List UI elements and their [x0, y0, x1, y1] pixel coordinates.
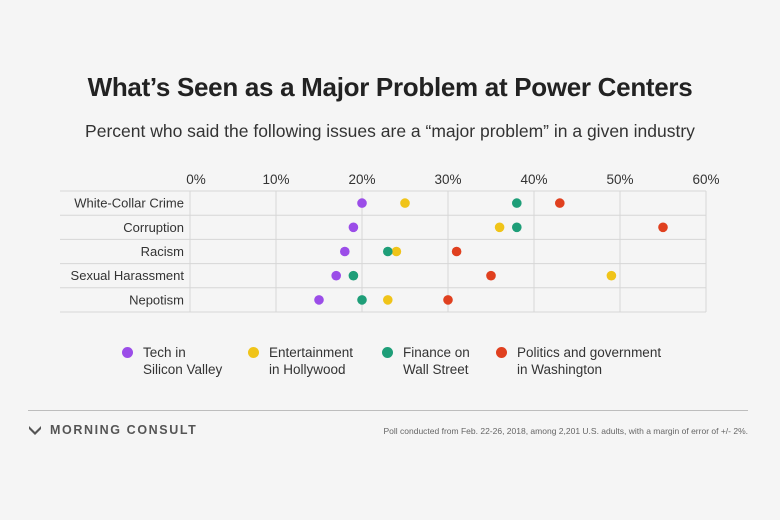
data-point: [314, 295, 324, 305]
data-point: [357, 198, 367, 208]
legend-item: Finance on Wall Street: [382, 344, 470, 378]
brand: MORNING CONSULT: [28, 423, 197, 437]
category-label: Nepotism: [129, 292, 184, 307]
data-point: [443, 295, 453, 305]
legend-dot-icon: [248, 347, 259, 358]
data-point: [383, 295, 393, 305]
data-point: [357, 295, 367, 305]
data-point: [512, 198, 522, 208]
chart-title: What’s Seen as a Major Problem at Power …: [87, 72, 693, 102]
data-point: [494, 222, 505, 233]
data-point: [555, 198, 565, 208]
x-tick-label: 50%: [606, 172, 633, 187]
data-point: [348, 270, 359, 281]
data-point: [348, 222, 359, 233]
morning-consult-logo-icon: [29, 426, 41, 435]
legend-item: Tech in Silicon Valley: [122, 344, 222, 378]
category-label: Sexual Harassment: [71, 268, 185, 283]
category-label: Racism: [141, 244, 184, 259]
data-point: [486, 270, 496, 281]
x-tick-label: 20%: [348, 172, 375, 187]
data-point: [391, 246, 402, 257]
data-point: [331, 270, 342, 281]
legend-dot-icon: [382, 347, 393, 358]
data-point: [451, 246, 462, 257]
data-point: [606, 270, 617, 281]
data-point: [340, 246, 350, 257]
x-tick-label: 60%: [692, 172, 719, 187]
legend-label: Politics and government in Washington: [517, 345, 662, 377]
data-point: [400, 198, 410, 208]
brand-name: MORNING CONSULT: [50, 423, 198, 437]
x-tick-label: 0%: [186, 172, 206, 187]
data-point: [658, 222, 668, 233]
x-tick-label: 40%: [520, 172, 547, 187]
data-point: [512, 222, 522, 233]
legend-item: Entertainment in Hollywood: [248, 344, 353, 378]
chart-subtitle: Percent who said the following issues ar…: [85, 121, 695, 141]
x-tick-label: 10%: [262, 172, 289, 187]
footnote: Poll conducted from Feb. 22-26, 2018, am…: [383, 426, 748, 436]
category-label: White-Collar Crime: [74, 196, 184, 211]
legend-dot-icon: [122, 347, 133, 358]
x-tick-label: 30%: [434, 172, 461, 187]
dot-plot-chart: 0% 10% 20% 30% 40% 50% 60% White-Collar Crime Co…: [60, 172, 720, 313]
data-point: [383, 246, 393, 257]
category-label: Corruption: [123, 220, 184, 235]
legend-label: Tech in Silicon Valley: [143, 345, 223, 377]
legend-label: Entertainment in Hollywood: [269, 345, 354, 377]
legend-item: Politics and government in Washington: [496, 344, 661, 378]
legend-label: Finance on Wall Street: [403, 345, 470, 377]
chart-legend: Tech in Silicon Valley Entertainment in H…: [0, 344, 780, 384]
legend-dot-icon: [496, 347, 507, 358]
footer-divider: [28, 410, 748, 411]
